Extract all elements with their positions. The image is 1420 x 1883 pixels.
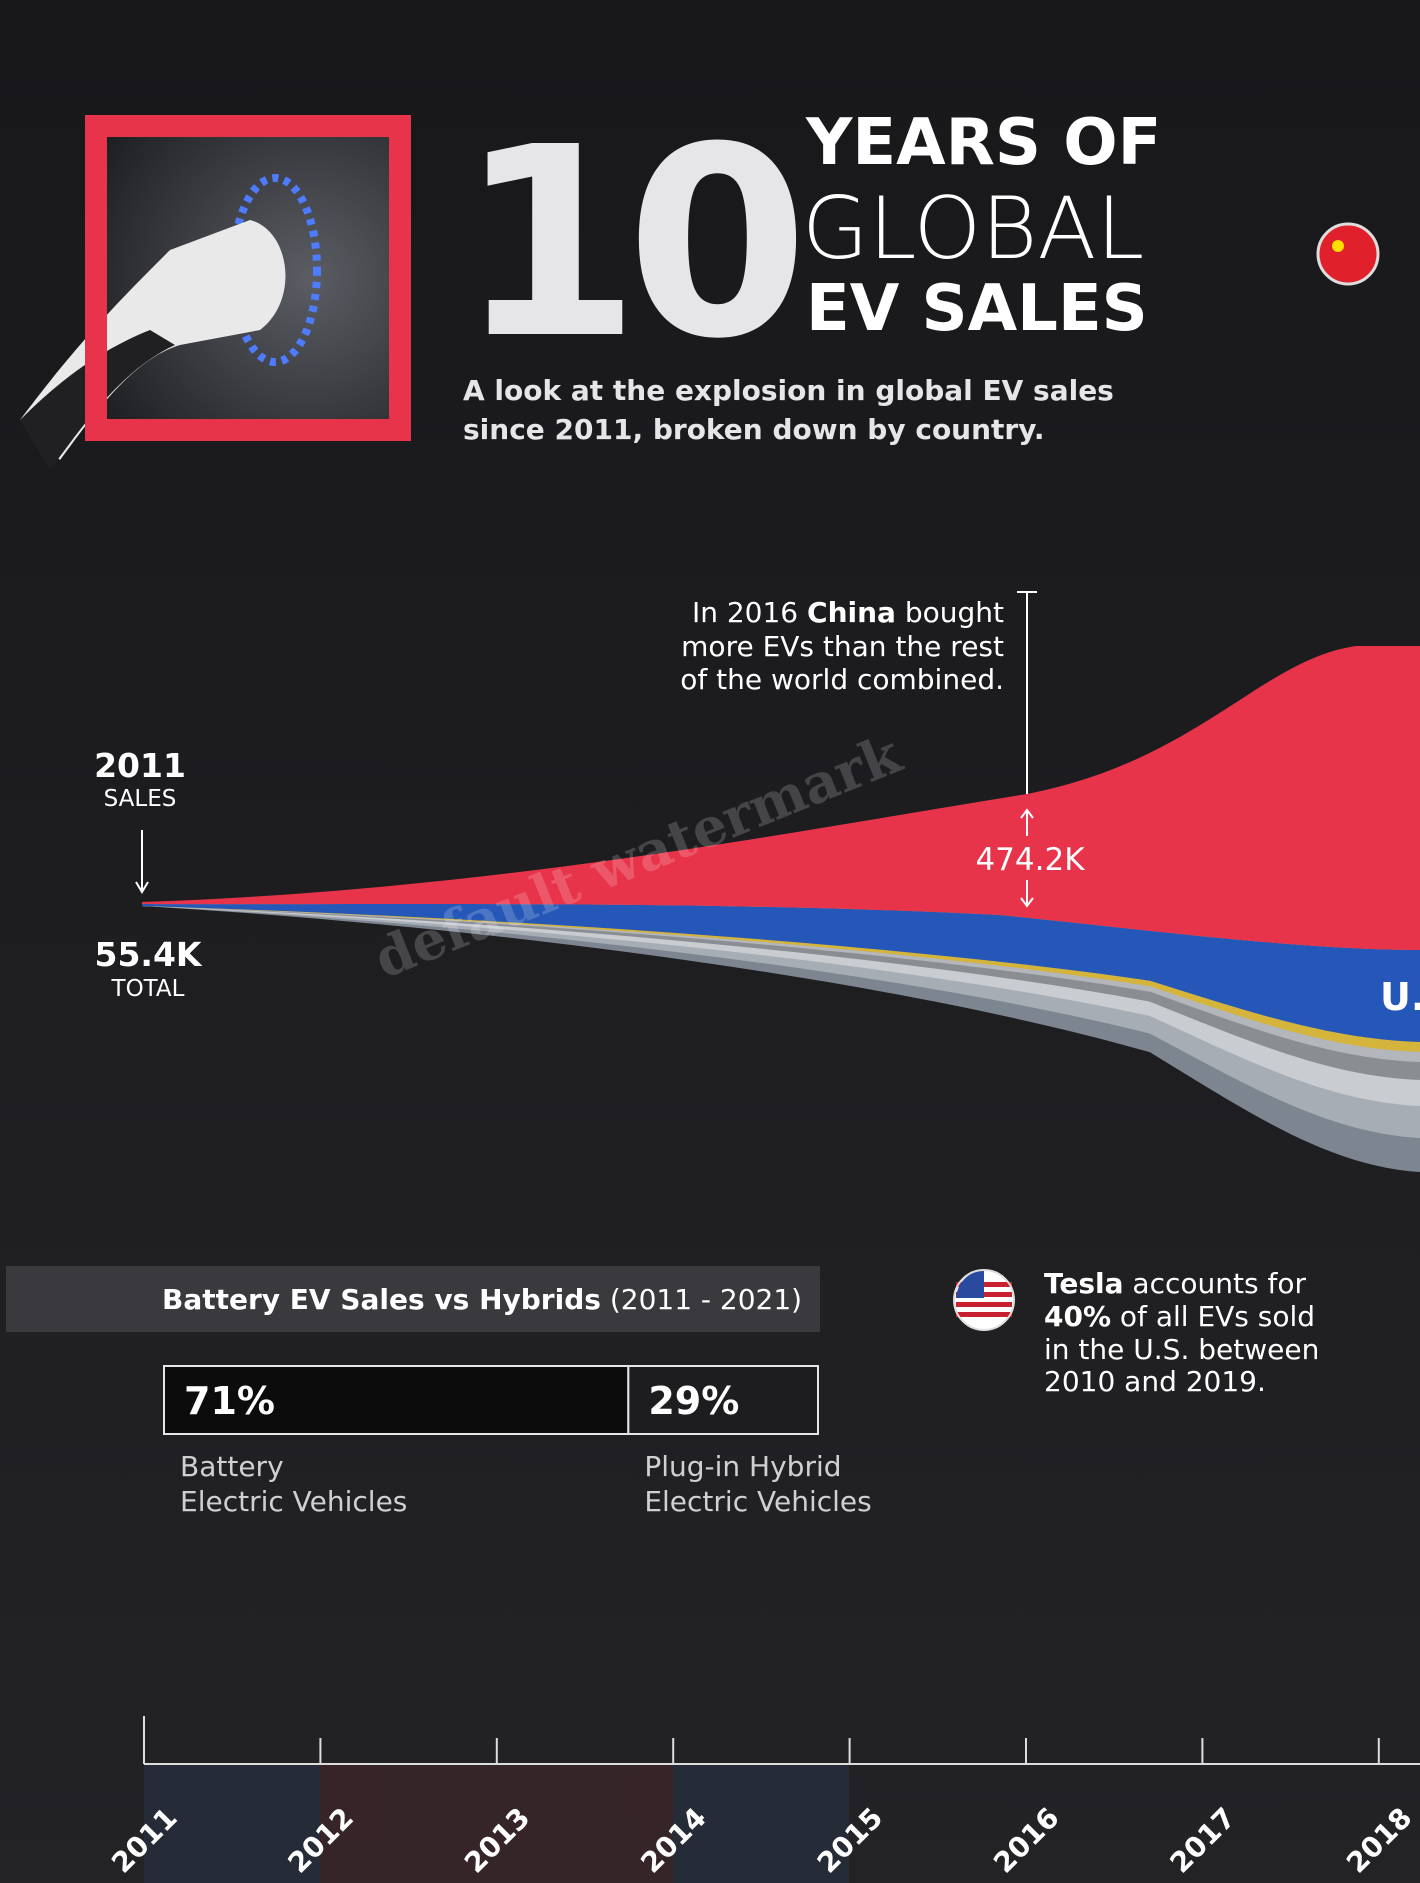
china-value: 474.2K — [975, 842, 1085, 878]
title-line: YEARS OF — [805, 106, 1161, 180]
split-title: Battery EV Sales vs Hybrids (2011 - 2021… — [162, 1283, 802, 1316]
note-line: of the world combined. — [680, 663, 1004, 696]
note-line: more EVs than the rest — [681, 630, 1004, 663]
split-header — [6, 1266, 820, 1332]
title-number: 10 — [458, 91, 798, 396]
start-value: 55.4K — [95, 935, 203, 974]
year-bands — [144, 1764, 849, 1883]
title-line: EV SALES — [806, 272, 1148, 346]
tesla-line: Tesla accounts for — [1044, 1267, 1306, 1300]
split-label: Plug-in Hybrid — [644, 1450, 841, 1483]
note-line: In 2016 China bought — [692, 596, 1004, 629]
split-label: Battery — [180, 1450, 284, 1483]
split-label: Electric Vehicles — [180, 1485, 407, 1518]
start-caption: SALES — [104, 786, 177, 812]
stream-layer — [142, 646, 1420, 950]
us-flag — [953, 1269, 1015, 1331]
streamgraph — [142, 646, 1420, 1172]
subtitle: since 2011, broken down by country. — [463, 413, 1045, 446]
note-pointer — [1017, 591, 1037, 908]
tesla-line: in the U.S. between — [1044, 1333, 1319, 1366]
stream-layer — [142, 903, 1420, 1042]
title-line: GLOBAL — [802, 179, 1144, 279]
split-value: 29% — [648, 1379, 739, 1423]
china-flag — [1316, 222, 1380, 286]
tesla-line: 40% of all EVs sold — [1044, 1300, 1315, 1333]
split-value: 71% — [184, 1379, 275, 1423]
split-label: Electric Vehicles — [644, 1485, 871, 1518]
split-segment — [627, 1365, 820, 1435]
tesla-line: 2010 and 2019. — [1044, 1365, 1266, 1398]
start-year: 2011 — [94, 746, 186, 785]
split-segment — [163, 1365, 630, 1435]
start-value-caption: TOTAL — [111, 976, 185, 1002]
stream-label: U. — [1380, 975, 1420, 1019]
subtitle: A look at the explosion in global EV sal… — [463, 374, 1114, 407]
header-image — [20, 115, 411, 470]
start-arrow — [135, 830, 149, 894]
